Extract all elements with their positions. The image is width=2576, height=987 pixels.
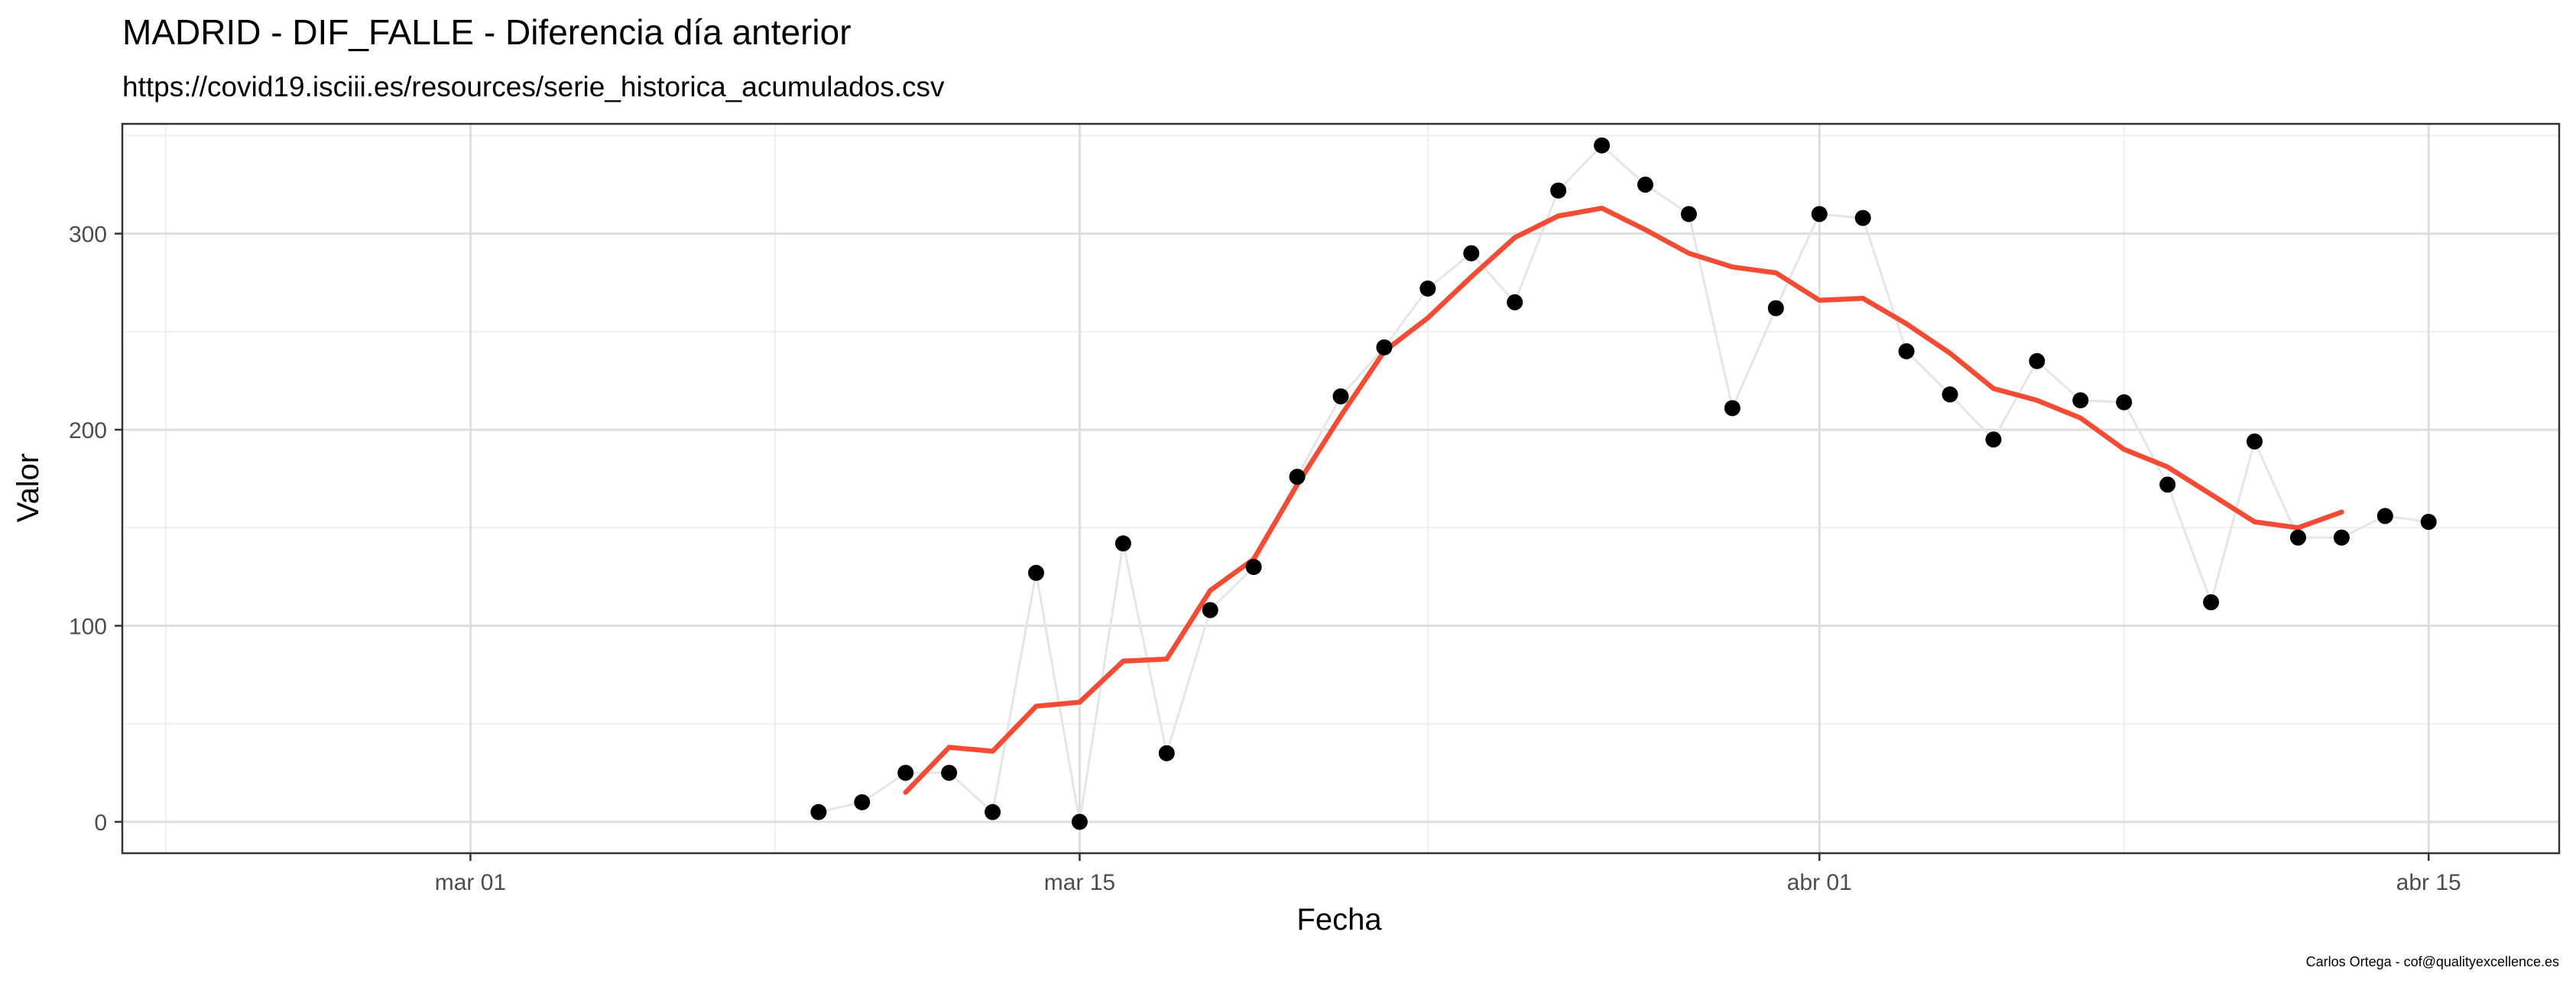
data-point — [1985, 431, 2002, 448]
data-point — [1289, 469, 1306, 485]
x-tick-label: abr 15 — [2396, 870, 2461, 895]
data-point — [1028, 564, 1044, 581]
raw-line-path — [818, 144, 2429, 823]
data-point — [2289, 529, 2306, 546]
data-point — [1419, 280, 1436, 297]
data-point — [1071, 813, 1088, 830]
data-point — [1158, 745, 1175, 761]
data-point — [1550, 182, 1567, 199]
data-point — [1854, 209, 1871, 226]
y-axis-title: Valor — [11, 453, 45, 522]
data-point — [2203, 594, 2220, 611]
chart-title: MADRID - DIF_FALLE - Diferencia día ante… — [122, 12, 852, 52]
y-tick-label: 200 — [69, 418, 107, 443]
data-point — [854, 794, 871, 810]
data-point — [2029, 352, 2046, 369]
grid — [122, 124, 2559, 853]
data-point — [2333, 529, 2350, 546]
caption: Carlos Ortega - cof@qualityexcellence.es — [2306, 954, 2559, 969]
data-point — [1507, 294, 1523, 310]
data-point — [1767, 300, 1784, 317]
raw-series-line — [818, 144, 2429, 823]
data-point — [2116, 394, 2133, 411]
data-point — [1114, 535, 1131, 552]
x-axis-title: Fecha — [1296, 903, 1382, 937]
data-point — [1463, 245, 1480, 261]
moving-average-line — [903, 206, 2344, 795]
x-tick-label: abr 01 — [1787, 870, 1852, 895]
data-point — [2072, 392, 2089, 409]
data-points — [810, 137, 2437, 830]
data-point — [2376, 508, 2393, 524]
data-point — [1637, 177, 1653, 193]
x-tick-label: mar 15 — [1044, 870, 1115, 895]
data-point — [897, 765, 914, 781]
y-tick-label: 300 — [69, 222, 107, 248]
y-tick-label: 100 — [69, 615, 107, 640]
data-point — [810, 804, 827, 820]
data-point — [1376, 339, 1393, 356]
chart-subtitle: https://covid19.isciii.es/resources/seri… — [122, 71, 945, 102]
data-point — [941, 765, 958, 781]
x-tick-label: mar 01 — [435, 870, 506, 895]
data-point — [2159, 476, 2176, 493]
panel-border — [121, 122, 2561, 855]
data-point — [1202, 602, 1218, 618]
data-point — [1245, 559, 1262, 576]
axes: 0 100 200 300 mar 01 mar 15 abr 01 abr 15 — [69, 222, 2461, 895]
data-point — [985, 804, 1001, 820]
data-point — [1594, 137, 1611, 154]
data-point — [1898, 343, 1915, 359]
y-tick-label: 0 — [94, 810, 107, 836]
data-point — [1942, 386, 1958, 403]
data-point — [2247, 433, 2263, 450]
data-point — [2420, 514, 2437, 531]
data-point — [1332, 388, 1349, 404]
data-point — [1811, 206, 1828, 222]
data-point — [1680, 206, 1697, 222]
data-point — [1724, 400, 1741, 417]
smoothed-series-line — [903, 206, 2344, 795]
